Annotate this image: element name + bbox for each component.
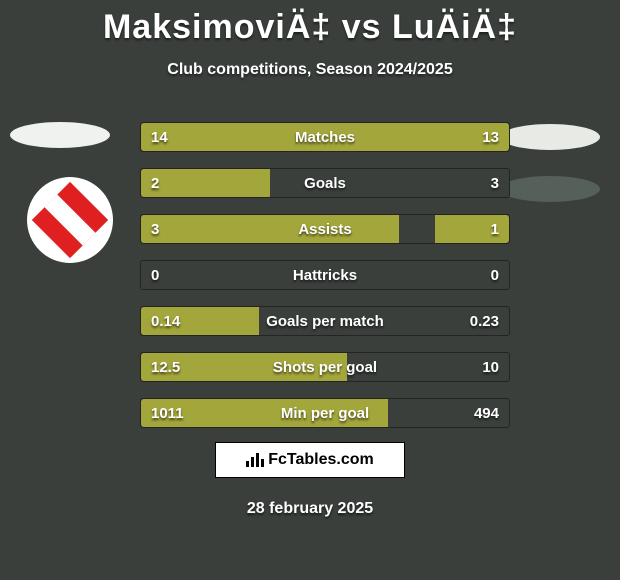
stat-value-left: 0 bbox=[151, 261, 159, 291]
bar-left-fill bbox=[141, 215, 399, 243]
club-crest bbox=[27, 177, 113, 263]
stat-value-right: 3 bbox=[491, 169, 499, 199]
stat-value-right: 494 bbox=[474, 399, 499, 429]
stat-row: 0.140.23Goals per match bbox=[140, 306, 510, 336]
stat-value-left: 0.14 bbox=[151, 307, 180, 337]
stat-value-right: 1 bbox=[491, 215, 499, 245]
stat-value-right: 13 bbox=[482, 123, 499, 153]
comparison-bars: 1413Matches23Goals31Assists00Hattricks0.… bbox=[140, 122, 510, 444]
crest-stripe bbox=[45, 195, 96, 246]
stat-row: 12.510Shots per goal bbox=[140, 352, 510, 382]
player-left-silhouette bbox=[10, 122, 110, 148]
bar-left-fill bbox=[141, 123, 332, 151]
stat-value-left: 3 bbox=[151, 215, 159, 245]
stat-value-left: 14 bbox=[151, 123, 168, 153]
brand-text: FcTables.com bbox=[268, 451, 374, 468]
player-right-silhouette-1 bbox=[500, 124, 600, 150]
stat-row: 1413Matches bbox=[140, 122, 510, 152]
stat-row: 23Goals bbox=[140, 168, 510, 198]
crest-diamond bbox=[32, 182, 108, 258]
stat-row: 1011494Min per goal bbox=[140, 398, 510, 428]
brand-badge: FcTables.com bbox=[215, 442, 405, 478]
stat-value-right: 10 bbox=[482, 353, 499, 383]
date: 28 february 2025 bbox=[0, 500, 620, 518]
stat-value-right: 0.23 bbox=[470, 307, 499, 337]
stat-value-left: 12.5 bbox=[151, 353, 180, 383]
stat-row: 31Assists bbox=[140, 214, 510, 244]
stat-label: Hattricks bbox=[141, 261, 509, 291]
stat-value-right: 0 bbox=[491, 261, 499, 291]
subtitle: Club competitions, Season 2024/2025 bbox=[0, 61, 620, 79]
stat-value-left: 1011 bbox=[151, 399, 184, 429]
chart-icon bbox=[246, 451, 264, 467]
page-title: MaksimoviÄ‡ vs LuÄiÄ‡ bbox=[0, 0, 620, 47]
stat-value-left: 2 bbox=[151, 169, 159, 199]
player-right-silhouette-2 bbox=[500, 176, 600, 202]
stat-row: 0 0Hattricks bbox=[140, 260, 510, 290]
bar-left-fill bbox=[141, 169, 270, 197]
